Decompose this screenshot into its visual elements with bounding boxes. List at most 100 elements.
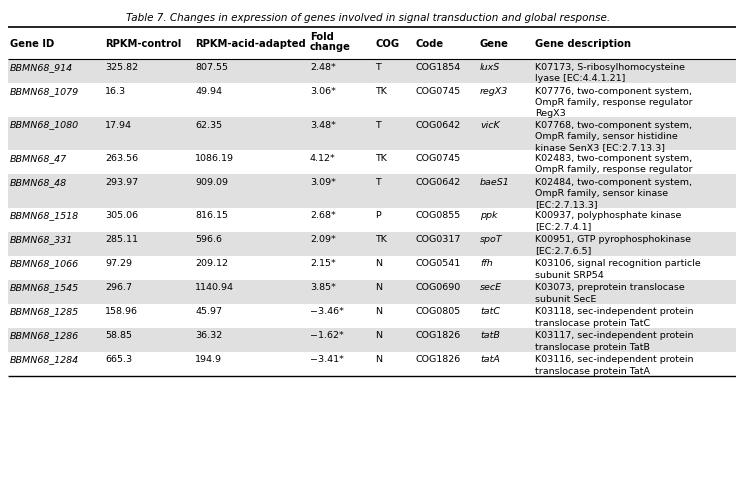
Text: K00937, polyphosphate kinase
[EC:2.7.4.1]: K00937, polyphosphate kinase [EC:2.7.4.1… (535, 211, 682, 231)
Text: spoT: spoT (480, 235, 503, 244)
Text: tatB: tatB (480, 331, 500, 340)
Text: 97.29: 97.29 (105, 259, 132, 268)
Text: −3.46*: −3.46* (310, 307, 344, 316)
Text: 16.3: 16.3 (105, 87, 126, 96)
Text: 49.94: 49.94 (195, 87, 222, 96)
Text: K03106, signal recognition particle
subunit SRP54: K03106, signal recognition particle subu… (535, 259, 701, 279)
Text: BBMN68_331: BBMN68_331 (10, 235, 73, 244)
Text: Gene: Gene (480, 39, 509, 49)
Text: 3.06*: 3.06* (310, 87, 336, 96)
Text: COG0541: COG0541 (415, 259, 460, 268)
Text: BBMN68_1518: BBMN68_1518 (10, 211, 79, 220)
Text: Table 7. Changes in expression of genes involved in signal transduction and glob: Table 7. Changes in expression of genes … (126, 13, 610, 23)
Text: K03118, sec-independent protein
translocase protein TatC: K03118, sec-independent protein transloc… (535, 307, 693, 327)
Bar (8, 117, 736, 151)
Text: COG0690: COG0690 (415, 283, 460, 292)
Text: N: N (375, 307, 382, 316)
Text: 4.12*: 4.12* (310, 154, 336, 163)
Bar (8, 280, 736, 304)
Text: 909.09: 909.09 (195, 178, 228, 187)
Bar (8, 328, 736, 352)
Text: K03073, preprotein translocase
subunit SecE: K03073, preprotein translocase subunit S… (535, 283, 684, 303)
Text: BBMN68_47: BBMN68_47 (10, 154, 67, 163)
Text: 17.94: 17.94 (105, 120, 132, 129)
Text: T: T (375, 63, 381, 72)
Text: 158.96: 158.96 (105, 307, 138, 316)
Text: Code: Code (415, 39, 443, 49)
Text: N: N (375, 355, 382, 364)
Text: 3.48*: 3.48* (310, 120, 336, 129)
Text: COG0745: COG0745 (415, 154, 460, 163)
Text: TK: TK (375, 87, 387, 96)
Text: 1140.94: 1140.94 (195, 283, 234, 292)
Text: RPKM-control: RPKM-control (105, 39, 181, 49)
Text: TK: TK (375, 235, 387, 244)
Text: secE: secE (480, 283, 502, 292)
Bar (8, 232, 736, 256)
Text: 1086.19: 1086.19 (195, 154, 234, 163)
Text: BBMN68_1066: BBMN68_1066 (10, 259, 79, 268)
Text: 293.97: 293.97 (105, 178, 138, 187)
Text: 3.85*: 3.85* (310, 283, 336, 292)
Text: 325.82: 325.82 (105, 63, 138, 72)
Text: 2.68*: 2.68* (310, 211, 336, 220)
Text: −1.62*: −1.62* (310, 331, 344, 340)
Text: ffh: ffh (480, 259, 492, 268)
Text: 194.9: 194.9 (195, 355, 222, 364)
Text: 807.55: 807.55 (195, 63, 228, 72)
Text: N: N (375, 283, 382, 292)
Text: 296.7: 296.7 (105, 283, 132, 292)
Text: Gene ID: Gene ID (10, 39, 54, 49)
Text: COG0642: COG0642 (415, 178, 460, 187)
Text: 816.15: 816.15 (195, 211, 228, 220)
Text: 3.09*: 3.09* (310, 178, 336, 187)
Text: Fold: Fold (310, 32, 334, 42)
Text: 2.48*: 2.48* (310, 63, 336, 72)
Text: 285.11: 285.11 (105, 235, 138, 244)
Text: baeS1: baeS1 (480, 178, 510, 187)
Text: 665.3: 665.3 (105, 355, 132, 364)
Text: COG0805: COG0805 (415, 307, 460, 316)
Text: vicK: vicK (480, 120, 500, 129)
Text: COG1826: COG1826 (415, 331, 460, 340)
Text: tatC: tatC (480, 307, 500, 316)
Text: RPKM-acid-adapted: RPKM-acid-adapted (195, 39, 305, 49)
Bar (8, 175, 736, 208)
Bar (8, 84, 736, 117)
Text: 58.85: 58.85 (105, 331, 132, 340)
Text: tatA: tatA (480, 355, 500, 364)
Text: 263.56: 263.56 (105, 154, 138, 163)
Text: T: T (375, 120, 381, 129)
Text: K03117, sec-independent protein
translocase protein TatB: K03117, sec-independent protein transloc… (535, 331, 693, 351)
Text: K02483, two-component system,
OmpR family, response regulator: K02483, two-component system, OmpR famil… (535, 154, 693, 174)
Text: COG0745: COG0745 (415, 87, 460, 96)
Text: K07768, two-component system,
OmpR family, sensor histidine
kinase SenX3 [EC:2.7: K07768, two-component system, OmpR famil… (535, 120, 692, 151)
Text: BBMN68_1285: BBMN68_1285 (10, 307, 79, 316)
Text: luxS: luxS (480, 63, 500, 72)
Text: K03116, sec-independent protein
translocase protein TatA: K03116, sec-independent protein transloc… (535, 355, 693, 375)
Text: 209.12: 209.12 (195, 259, 228, 268)
Bar (8, 151, 736, 175)
Text: N: N (375, 259, 382, 268)
Text: BBMN68_1286: BBMN68_1286 (10, 331, 79, 340)
Text: K00951, GTP pyrophosphokinase
[EC:2.7.6.5]: K00951, GTP pyrophosphokinase [EC:2.7.6.… (535, 235, 691, 255)
Text: ppk: ppk (480, 211, 498, 220)
Text: −3.41*: −3.41* (310, 355, 344, 364)
Text: 2.09*: 2.09* (310, 235, 336, 244)
Text: K07173, S-ribosylhomocysteine
lyase [EC:4.4.1.21]: K07173, S-ribosylhomocysteine lyase [EC:… (535, 63, 685, 83)
Text: 45.97: 45.97 (195, 307, 222, 316)
Bar (8, 208, 736, 232)
Text: COG: COG (375, 39, 399, 49)
Text: 596.6: 596.6 (195, 235, 222, 244)
Text: BBMN68_1080: BBMN68_1080 (10, 120, 79, 129)
Text: BBMN68_1545: BBMN68_1545 (10, 283, 79, 292)
Bar (8, 256, 736, 280)
Text: 2.15*: 2.15* (310, 259, 336, 268)
Text: N: N (375, 331, 382, 340)
Text: BBMN68_1284: BBMN68_1284 (10, 355, 79, 364)
Text: COG0317: COG0317 (415, 235, 461, 244)
Text: BBMN68_914: BBMN68_914 (10, 63, 73, 72)
Text: COG1826: COG1826 (415, 355, 460, 364)
Text: COG0855: COG0855 (415, 211, 460, 220)
Text: TK: TK (375, 154, 387, 163)
